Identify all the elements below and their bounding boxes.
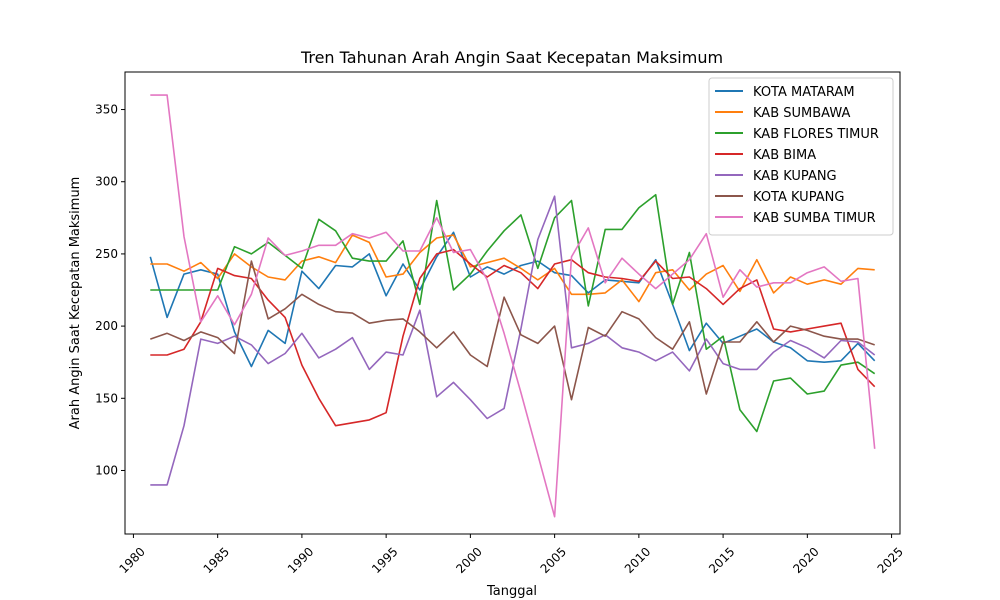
y-tick-label-0: 100 [95,463,118,477]
series-line-4 [150,195,876,486]
legend-label-0: KOTA MATARAM [753,85,855,100]
legend-label-3: KAB BIMA [753,148,816,163]
y-axis-label: Arah Angin Saat Kecepatan Maksimum [68,177,83,430]
series-line-6 [150,94,876,518]
plot-area [149,94,876,518]
legend-box [708,77,894,236]
legend-label-6: KAB SUMBA TIMUR [753,211,876,226]
y-tick-label-1: 150 [95,391,118,405]
series-line-3 [150,248,876,427]
series-line-5 [150,260,875,401]
y-tick-label-4: 300 [95,175,118,189]
legend-label-4: KAB KUPANG [753,169,837,184]
legend-label-5: KOTA KUPANG [753,190,844,205]
chart-title: Tren Tahunan Arah Angin Saat Kecepatan M… [300,48,723,67]
series-line-2 [150,193,876,433]
y-tick-label-5: 350 [95,103,118,117]
legend-label-1: KAB SUMBAWA [753,106,850,121]
legend-label-2: KAB FLORES TIMUR [753,127,879,142]
y-tick-label-3: 250 [95,247,118,261]
x-axis-label: Tanggal [486,584,537,599]
y-tick-label-2: 200 [95,319,118,333]
plot-frame [124,71,901,535]
legend: KOTA MATARAM KAB SUMBAWA KAB FLORES TIMUR K… [708,77,894,236]
series-line-1 [150,234,875,303]
y-axis: 100 150 200 250 300 350 [95,103,125,477]
